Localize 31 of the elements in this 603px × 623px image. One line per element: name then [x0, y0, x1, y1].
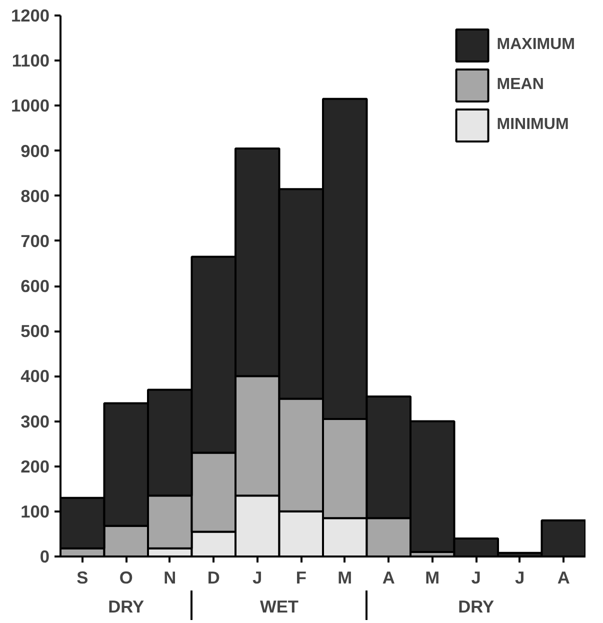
x-tick-label: O [119, 568, 133, 588]
y-tick-label: 300 [20, 411, 50, 432]
x-tick-label: F [296, 568, 306, 588]
x-tick-label: M [425, 568, 440, 588]
x-tick-label: D [207, 568, 220, 588]
x-tick-label: J [515, 568, 525, 588]
y-tick-label: 600 [20, 276, 50, 296]
legend-label: MEAN [496, 76, 544, 94]
text: WET [260, 596, 299, 616]
y-tick-label: 1200 [10, 6, 50, 26]
y-tick-label: 200 [20, 456, 50, 476]
y-tick-label: 1100 [12, 50, 50, 71]
y-tick-label: 0 [40, 546, 50, 566]
y-tick-label: 400 [20, 366, 50, 386]
y-tick-label: 500 [20, 321, 50, 342]
y-tick-label: 100 [20, 501, 50, 522]
y-tick-label: 900 [20, 140, 50, 161]
legend-label: MINIMUM [496, 116, 569, 134]
x-tick-label: J [471, 568, 481, 588]
text: DRY [108, 596, 145, 616]
y-tick-label: 800 [20, 186, 50, 206]
legend-label: MAXIMUM [496, 36, 575, 54]
x-tick-label: S [76, 568, 88, 588]
x-tick-label: M [338, 568, 352, 588]
y-tick-label: 700 [20, 230, 50, 251]
x-tick-label: N [164, 568, 176, 588]
x-tick-label: A [557, 568, 570, 588]
y-tick-label: 1000 [10, 96, 50, 116]
text: DRY [458, 596, 495, 616]
x-tick-label: J [252, 568, 262, 588]
x-tick-label: A [382, 568, 396, 588]
